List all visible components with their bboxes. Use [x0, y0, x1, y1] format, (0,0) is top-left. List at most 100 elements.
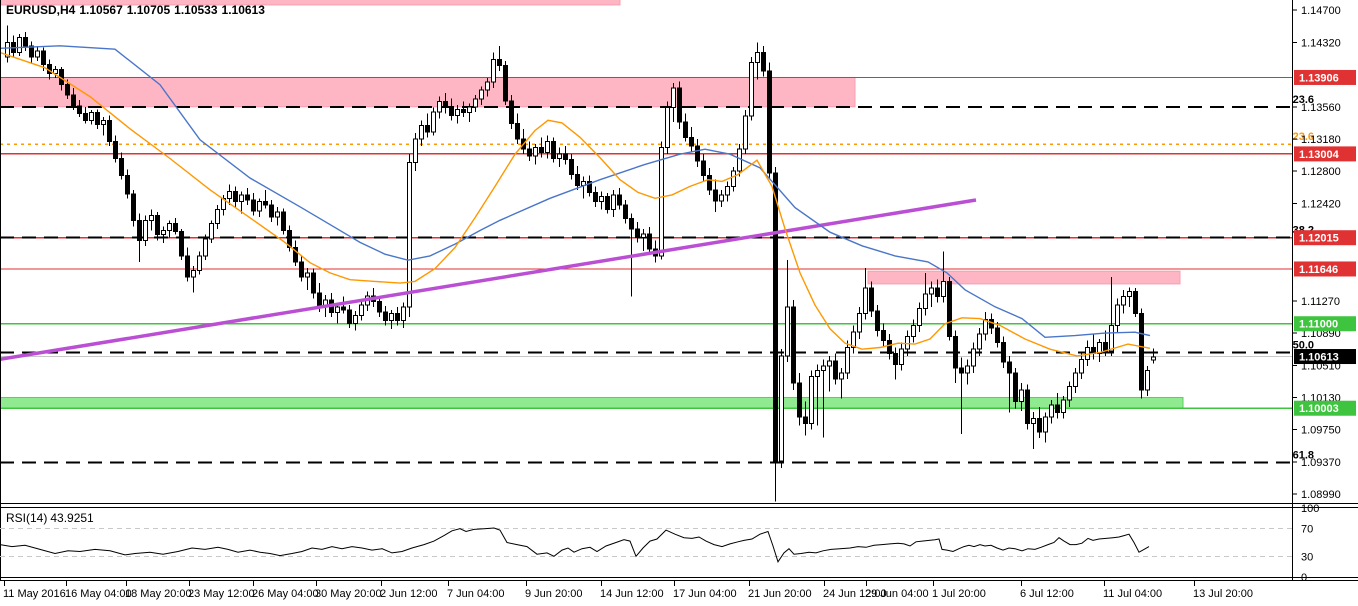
bearish-candle: [443, 101, 448, 109]
bullish-candle: [1067, 385, 1072, 401]
bearish-candle: [383, 311, 388, 321]
bullish-candle: [599, 196, 604, 203]
fast-moving-average-line[interactable]: [0, 51, 1151, 357]
bearish-candle: [83, 113, 88, 121]
bullish-candle: [1019, 389, 1024, 403]
bullish-candle: [845, 346, 850, 374]
bullish-candle: [911, 324, 916, 337]
bullish-candle: [719, 194, 724, 202]
candlestick-series[interactable]: [5, 25, 1156, 502]
bullish-candle: [413, 138, 418, 164]
rsi-current-value: 43.9251: [50, 511, 94, 525]
bearish-candle: [539, 146, 544, 154]
bullish-candle: [203, 238, 208, 257]
bullish-candle: [389, 313, 394, 321]
rsi-line[interactable]: [0, 527, 1150, 563]
demand-zone[interactable]: [0, 396, 1184, 409]
bearish-candle: [185, 255, 190, 278]
bullish-candle: [671, 87, 676, 109]
bearish-candle: [119, 157, 124, 176]
supply-zone[interactable]: [867, 270, 1181, 285]
bullish-candle: [485, 81, 490, 91]
slow-moving-average-line[interactable]: [0, 45, 1151, 339]
bullish-candle: [467, 106, 472, 114]
bearish-candle: [425, 124, 430, 133]
bullish-candle: [491, 58, 496, 83]
time-axis[interactable]: [0, 581, 1358, 606]
supply-zone[interactable]: [0, 0, 621, 6]
bearish-candle: [1025, 389, 1030, 425]
bearish-candle: [269, 204, 274, 218]
bearish-candle: [347, 309, 352, 325]
bullish-candle: [665, 107, 670, 148]
rsi-level-label: 0: [1301, 572, 1307, 584]
bullish-candle: [851, 331, 856, 348]
bearish-candle: [575, 174, 580, 187]
bullish-candle: [143, 219, 148, 242]
time-tick-label: 18 May 20:00: [125, 588, 192, 600]
bearish-candle: [137, 219, 142, 242]
price-tick-label: 1.12420: [1301, 198, 1341, 210]
rsi-plot-area[interactable]: [0, 509, 1292, 577]
supply-zone[interactable]: [0, 76, 856, 108]
bearish-candle: [293, 246, 298, 263]
price-level-badge: [1294, 69, 1356, 85]
time-tick-label: 21 Jun 20:00: [748, 588, 812, 600]
bearish-candle: [233, 191, 238, 203]
price-level-badge: [1294, 146, 1356, 162]
bearish-candle: [1139, 313, 1144, 391]
main-plot-area[interactable]: [0, 0, 1292, 503]
price-tick-label: 1.13180: [1301, 134, 1341, 146]
bearish-candle: [71, 94, 76, 107]
bearish-candle: [869, 287, 874, 312]
bearish-candle: [245, 194, 250, 201]
bullish-candle: [305, 272, 310, 278]
bullish-candle: [161, 230, 166, 236]
bullish-candle: [731, 170, 736, 187]
time-tick-label: 7 Jun 04:00: [447, 588, 505, 600]
time-tick-label: 16 May 04:00: [65, 588, 132, 600]
bearish-candle: [647, 233, 652, 250]
bearish-candle: [995, 327, 1000, 343]
time-tick-label: 30 May 20:00: [315, 588, 382, 600]
fib-level-label: 23.6: [1293, 94, 1314, 106]
bullish-candle: [1043, 416, 1048, 433]
bearish-candle: [509, 100, 514, 125]
bearish-candle: [125, 174, 130, 195]
bullish-candle: [1121, 296, 1126, 306]
bullish-candle: [923, 293, 928, 309]
time-tick-label: 2 Jun 12:00: [380, 588, 438, 600]
bearish-candle: [29, 45, 34, 58]
bullish-candle: [1145, 369, 1150, 391]
close-value: 1.10613: [221, 3, 265, 17]
rsi-level-label: 30: [1301, 551, 1313, 563]
time-tick-label: 9 Jun 20:00: [525, 588, 583, 600]
price-tick-label: 1.11270: [1301, 296, 1340, 308]
bullish-candle: [659, 146, 664, 257]
bearish-candle: [1103, 341, 1108, 352]
price-axis[interactable]: [1292, 0, 1358, 581]
panel-borders: [0, 0, 1358, 581]
time-tick-label: 11 Jul 04:00: [1103, 588, 1162, 600]
bearish-candle: [953, 335, 958, 369]
time-tick-label: 6 Jul 12:00: [1020, 588, 1074, 600]
bullish-candle: [17, 36, 22, 54]
bullish-candle: [743, 115, 748, 150]
bullish-candle: [401, 306, 406, 321]
high-value: 1.10705: [126, 3, 171, 17]
bearish-candle: [281, 211, 286, 232]
bearish-candle: [587, 180, 592, 193]
bullish-candle: [1073, 372, 1078, 387]
bullish-candle: [545, 141, 550, 154]
price-level-badge: [1294, 316, 1356, 332]
bullish-candle: [857, 313, 862, 333]
price-level-badge: [1294, 261, 1356, 277]
price-level-badge: [1294, 400, 1356, 416]
price-tick-label: 1.14320: [1301, 37, 1341, 49]
bullish-candle: [215, 208, 220, 225]
bullish-candle: [611, 194, 616, 210]
bearish-candle: [155, 214, 160, 236]
fib-level-label: 61.8: [1293, 450, 1314, 462]
ascending-trendline[interactable]: [0, 198, 977, 362]
